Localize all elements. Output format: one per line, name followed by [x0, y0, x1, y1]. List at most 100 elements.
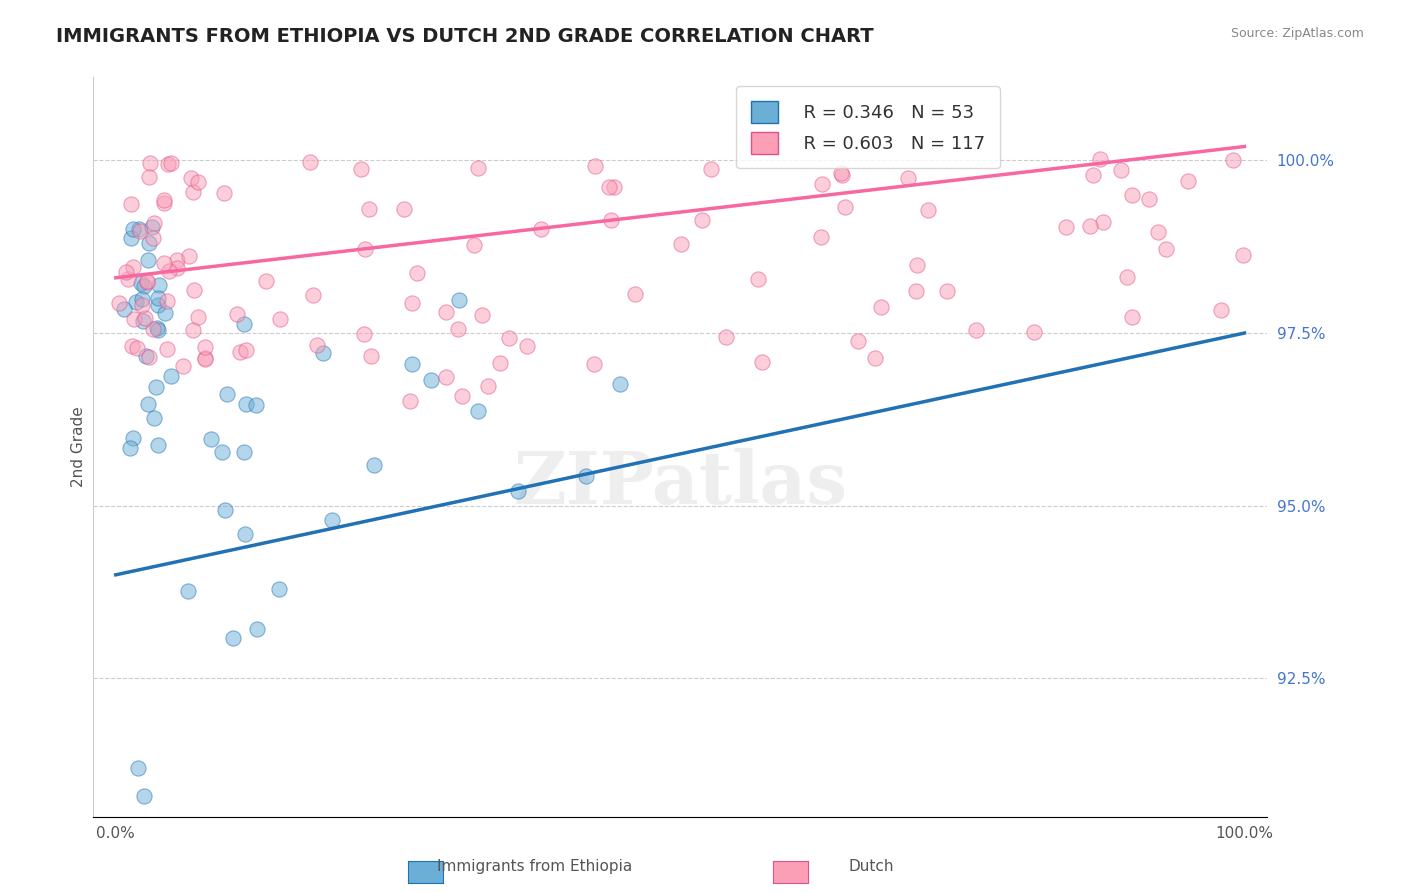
Point [506, 483, 529, 498]
Point [225, 307, 247, 321]
Point [135, 274, 157, 288]
Point [447, 293, 470, 307]
Point [298, 155, 321, 169]
Point [904, 284, 927, 298]
Point [401, 296, 423, 310]
Point [751, 355, 773, 369]
Point [714, 330, 737, 344]
Point [211, 444, 233, 458]
Point [245, 398, 267, 412]
Point [145, 380, 167, 394]
Point [917, 202, 939, 217]
Point [159, 264, 181, 278]
Point [120, 441, 142, 455]
Point [129, 223, 152, 237]
Point [148, 277, 170, 292]
Point [498, 330, 520, 344]
Point [1109, 162, 1132, 177]
Point [1024, 325, 1046, 339]
Point [1177, 174, 1199, 188]
Point [1211, 302, 1233, 317]
Point [222, 632, 245, 646]
Point [181, 323, 204, 337]
Point [134, 311, 156, 326]
Point [108, 295, 131, 310]
Point [870, 300, 893, 314]
Point [810, 177, 832, 191]
Point [179, 249, 201, 263]
Point [138, 170, 160, 185]
Point [142, 215, 165, 229]
Point [194, 341, 217, 355]
Point [489, 356, 512, 370]
Point [160, 369, 183, 384]
Point [157, 157, 180, 171]
Point [305, 338, 328, 352]
Point [609, 376, 631, 391]
Point [1137, 192, 1160, 206]
Point [121, 222, 143, 236]
Point [153, 256, 176, 270]
Point [138, 351, 160, 365]
Point [1222, 153, 1244, 168]
Point [212, 186, 235, 200]
Point [153, 306, 176, 320]
Point [215, 387, 238, 401]
Point [139, 155, 162, 169]
Point [122, 311, 145, 326]
Point [214, 502, 236, 516]
Point [166, 260, 188, 275]
Point [233, 445, 256, 459]
Point [156, 293, 179, 308]
Point [434, 304, 457, 318]
Point [671, 236, 693, 251]
Point [1091, 215, 1114, 229]
Point [392, 202, 415, 216]
Point [183, 186, 205, 200]
Point [142, 322, 165, 336]
Point [187, 310, 209, 325]
Point [363, 458, 385, 472]
Text: ZIPatlas: ZIPatlas [513, 449, 848, 519]
Point [1054, 220, 1077, 235]
Point [136, 275, 159, 289]
Point [122, 431, 145, 445]
Point [599, 213, 621, 227]
Point [235, 397, 257, 411]
Point [354, 242, 377, 256]
Point [138, 253, 160, 268]
Point [583, 159, 606, 173]
Point [463, 237, 485, 252]
Point [477, 379, 499, 393]
Point [156, 342, 179, 356]
Point [603, 180, 626, 194]
Point [434, 369, 457, 384]
Point [235, 343, 257, 358]
Point [142, 231, 165, 245]
Point [834, 200, 856, 214]
Point [583, 357, 606, 371]
Point [233, 526, 256, 541]
Point [183, 283, 205, 297]
Text: IMMIGRANTS FROM ETHIOPIA VS DUTCH 2ND GRADE CORRELATION CHART: IMMIGRANTS FROM ETHIOPIA VS DUTCH 2ND GR… [56, 27, 875, 45]
Point [200, 432, 222, 446]
Point [229, 344, 252, 359]
Point [471, 308, 494, 322]
Point [357, 202, 380, 216]
Point [810, 229, 832, 244]
Point [598, 179, 620, 194]
Point [138, 235, 160, 250]
Point [146, 297, 169, 311]
Point [131, 292, 153, 306]
Point [1078, 219, 1101, 234]
Point [936, 284, 959, 298]
Point [121, 339, 143, 353]
Point [186, 175, 208, 189]
Point [897, 170, 920, 185]
Point [575, 469, 598, 483]
Point [131, 298, 153, 312]
Point [132, 789, 155, 803]
Point [1156, 242, 1178, 256]
Point [132, 313, 155, 327]
Point [446, 322, 468, 336]
